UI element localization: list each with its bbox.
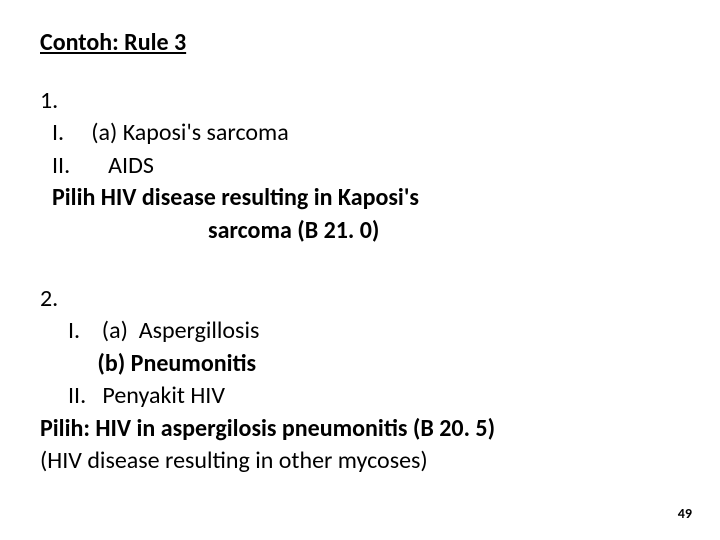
example-line: II. AIDS <box>40 150 630 182</box>
example-content: I. (a) Aspergillosis (b) Pneumonitis II.… <box>40 315 630 477</box>
example-line: (HIV disease resulting in other mycoses) <box>40 445 630 477</box>
example-line: sarcoma (B 21. 0) <box>40 215 630 247</box>
example-line: Pilih: HIV in aspergilosis pneumonitis (… <box>40 413 630 445</box>
example-line: I. (a) Kaposi's sarcoma <box>40 117 630 149</box>
example-content: I. (a) Kaposi's sarcoma II. AIDS Pilih H… <box>40 117 630 247</box>
page-title: Contoh: Rule 3 <box>40 28 680 57</box>
example-2: 2. I. (a) Aspergillosis (b) Pneumonitis … <box>40 283 680 477</box>
example-line: I. (a) Aspergillosis <box>40 315 630 347</box>
example-line: II. Penyakit HIV <box>40 380 630 412</box>
example-number: 1. <box>40 85 90 117</box>
page-number: 49 <box>678 505 692 522</box>
example-line: Pilih HIV disease resulting in Kaposi's <box>40 182 630 214</box>
example-line: (b) Pneumonitis <box>40 348 630 380</box>
example-1: 1. I. (a) Kaposi's sarcoma II. AIDS Pili… <box>40 85 680 247</box>
example-number: 2. <box>40 283 90 315</box>
